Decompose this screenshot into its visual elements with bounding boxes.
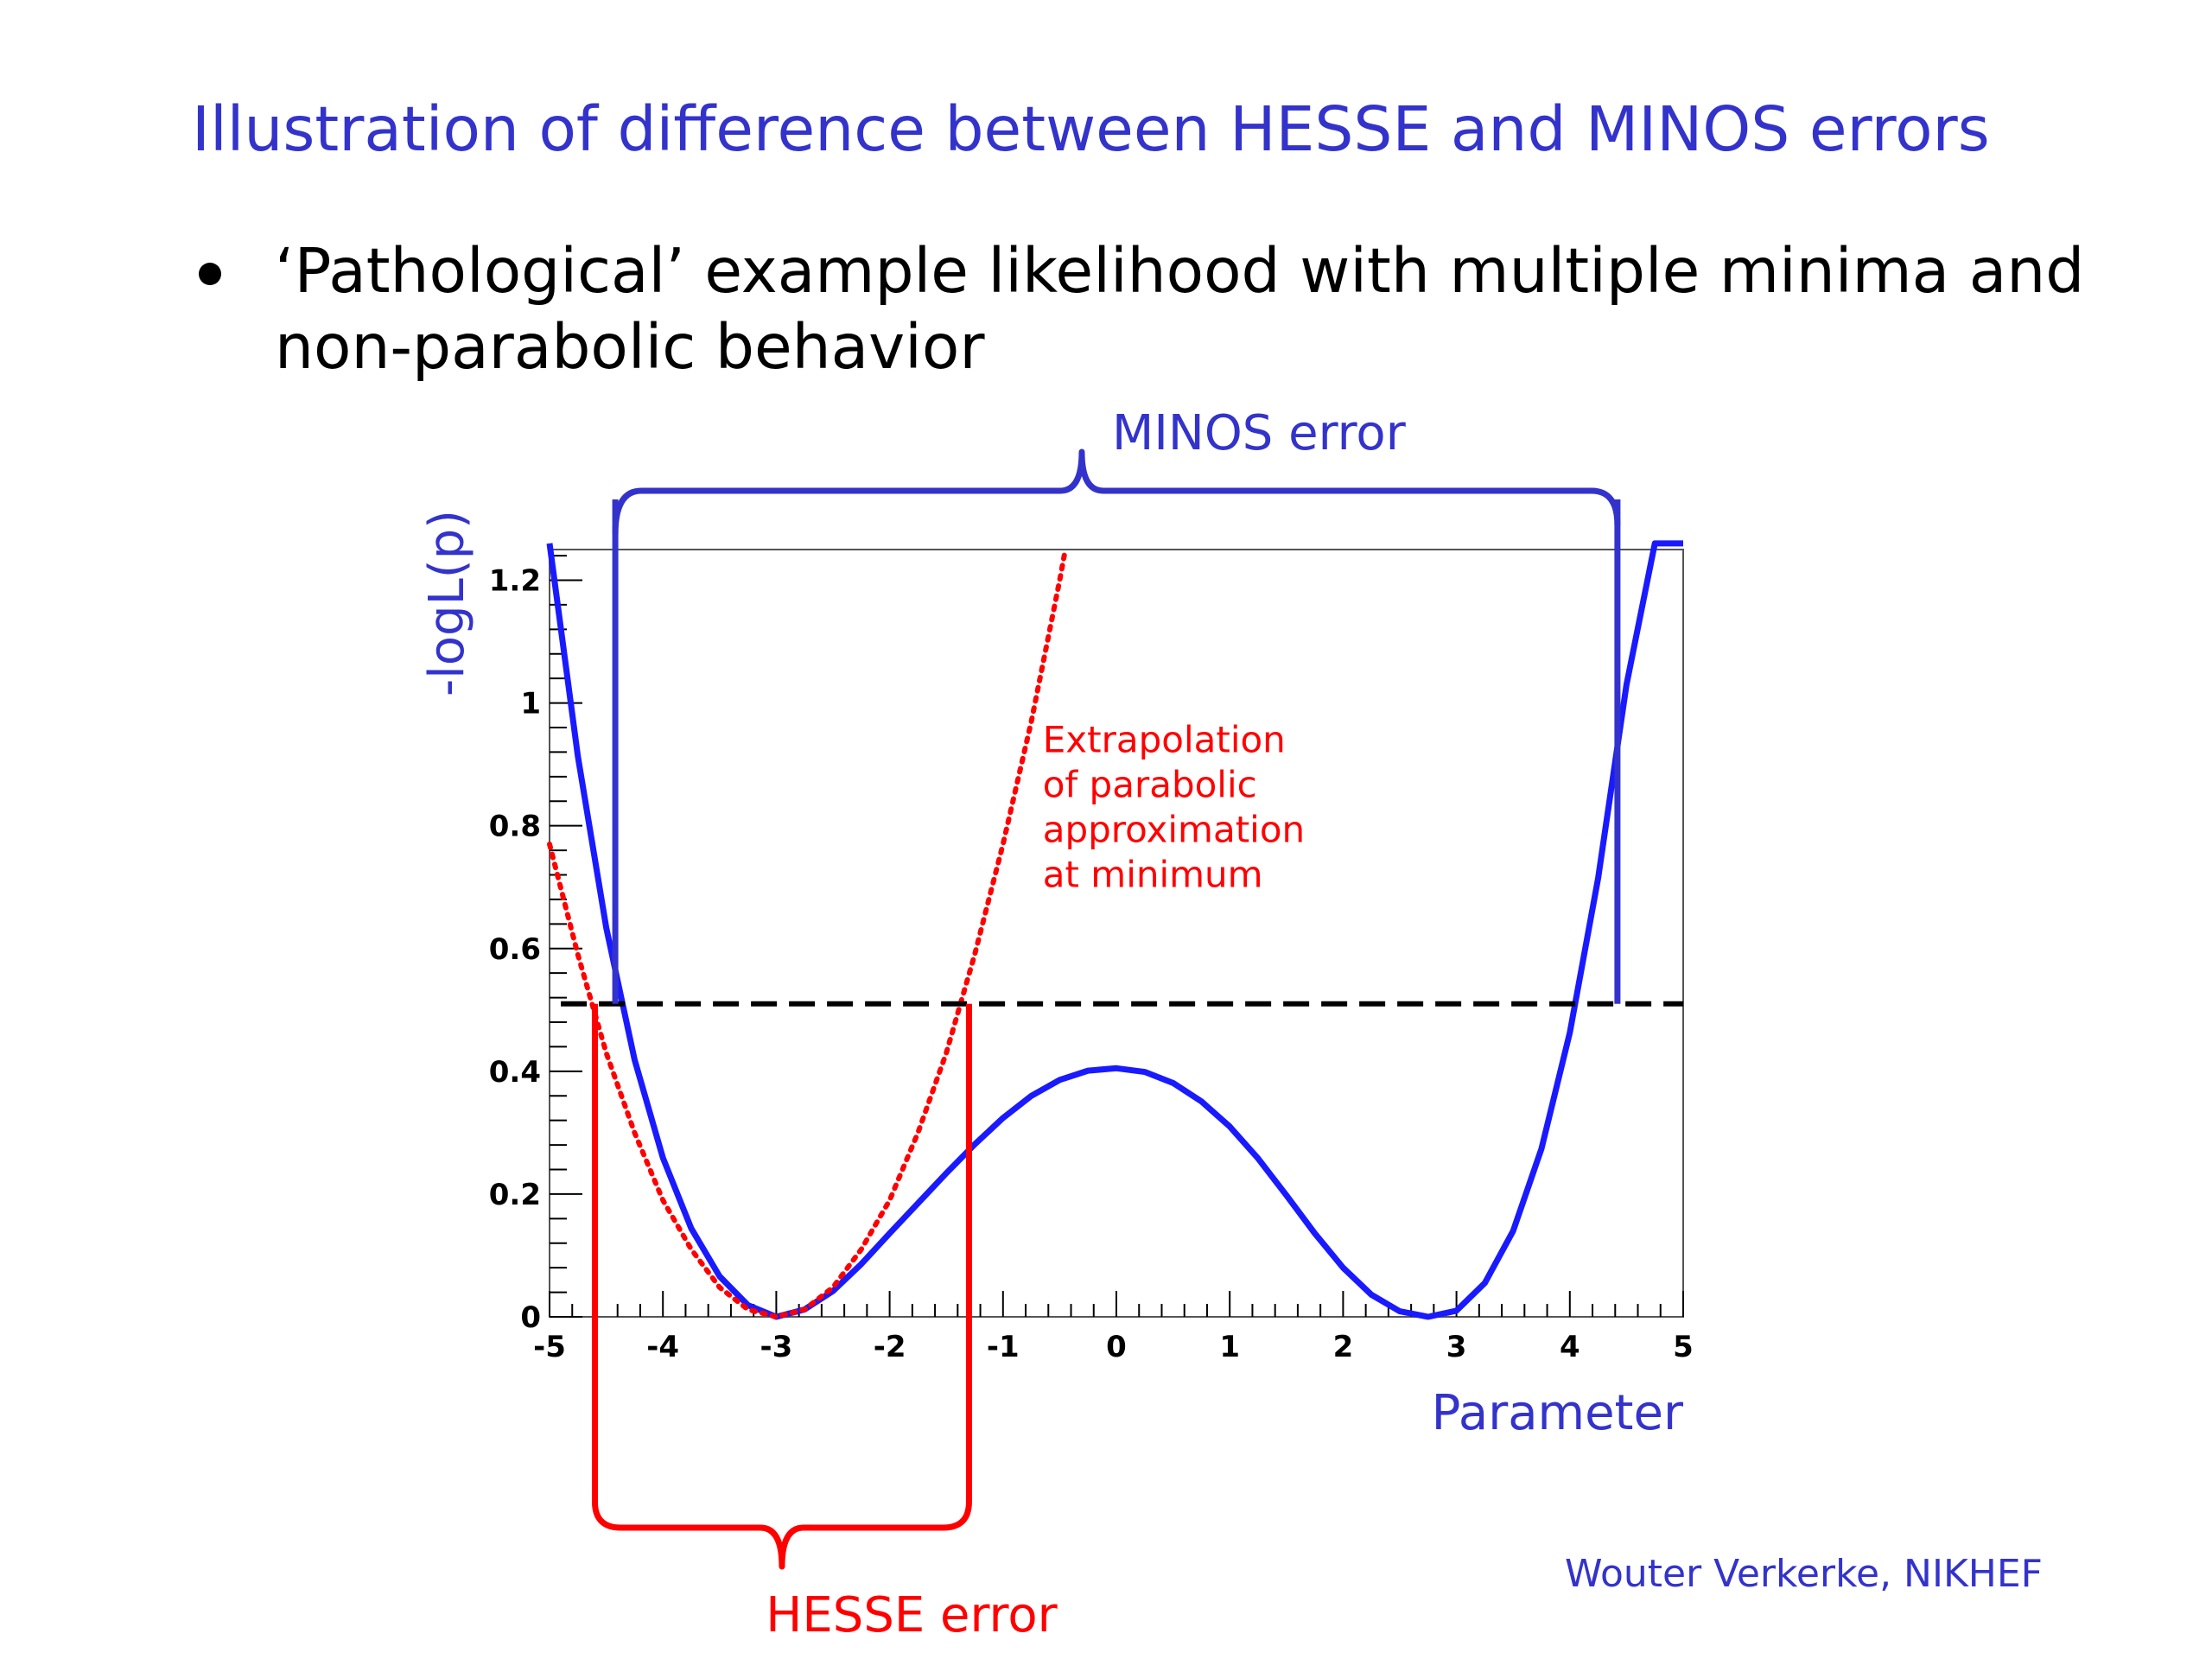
x-tick-label: -4 (646, 1330, 679, 1364)
x-tick-label: 3 (1446, 1330, 1467, 1364)
x-tick-label: 2 (1333, 1330, 1354, 1364)
axes-group: -5 -4 -3 -2 -1 0 1 2 3 4 5 0 0.2 0.4 0.6 0.8 1 1.2 Paramet… (419, 510, 1694, 1441)
plot-frame (549, 549, 1684, 1318)
y-axis-title: -logL(p) (419, 510, 475, 696)
plot-frame-group (549, 549, 1684, 1318)
x-tick-label: 0 (1106, 1330, 1127, 1364)
bullet-text: ‘Pathological’ example likelihood with m… (275, 235, 2085, 383)
parabola-annotation-line: at minimum (1043, 853, 1263, 895)
minos-label: MINOS error (1112, 405, 1407, 461)
x-tick-label: 5 (1673, 1330, 1694, 1364)
hesse-label: HESSE error (766, 1587, 1058, 1643)
x-tick-label: -1 (987, 1330, 1020, 1364)
y-tick-label: 0.6 (489, 932, 541, 967)
x-axis-title: Parameter (1432, 1385, 1684, 1441)
y-tick-label: 1 (520, 687, 541, 721)
x-tick-label: -2 (874, 1330, 906, 1364)
parabola-annotation-line: approximation (1043, 808, 1305, 850)
series-group (546, 540, 1683, 1320)
x-tick-label: 4 (1560, 1330, 1580, 1364)
hesse-bracket (591, 1501, 972, 1570)
x-tick-label: 1 (1219, 1330, 1240, 1364)
parabola-annotation-line: Extrapolation (1043, 718, 1286, 760)
annotations-group: Extrapolation of parabolic approximation at… (591, 405, 1621, 1643)
slide-title: Illustration of difference between HESSE… (192, 93, 1990, 165)
y-tick-label: 0.2 (489, 1178, 541, 1212)
author-credit: Wouter Verkerke, NIKHEF (1565, 1552, 2043, 1596)
bullet-dot-icon (199, 263, 221, 285)
minos-bracket (612, 448, 1621, 535)
y-tick-label: 0.8 (489, 810, 541, 844)
y-tick-label: 0 (520, 1300, 541, 1335)
parabola-annotation-line: of parabolic (1043, 763, 1257, 805)
parabola-annotation: Extrapolation of parabolic approximation at… (1043, 718, 1305, 895)
likelihood-curve (546, 540, 1683, 1320)
parabolic-approximation-curve (547, 547, 1068, 1319)
x-tick-label: -5 (533, 1330, 566, 1364)
y-tick-label: 0.4 (489, 1055, 541, 1090)
y-tick-label: 1.2 (489, 564, 541, 599)
x-tick-label: -3 (760, 1330, 793, 1364)
